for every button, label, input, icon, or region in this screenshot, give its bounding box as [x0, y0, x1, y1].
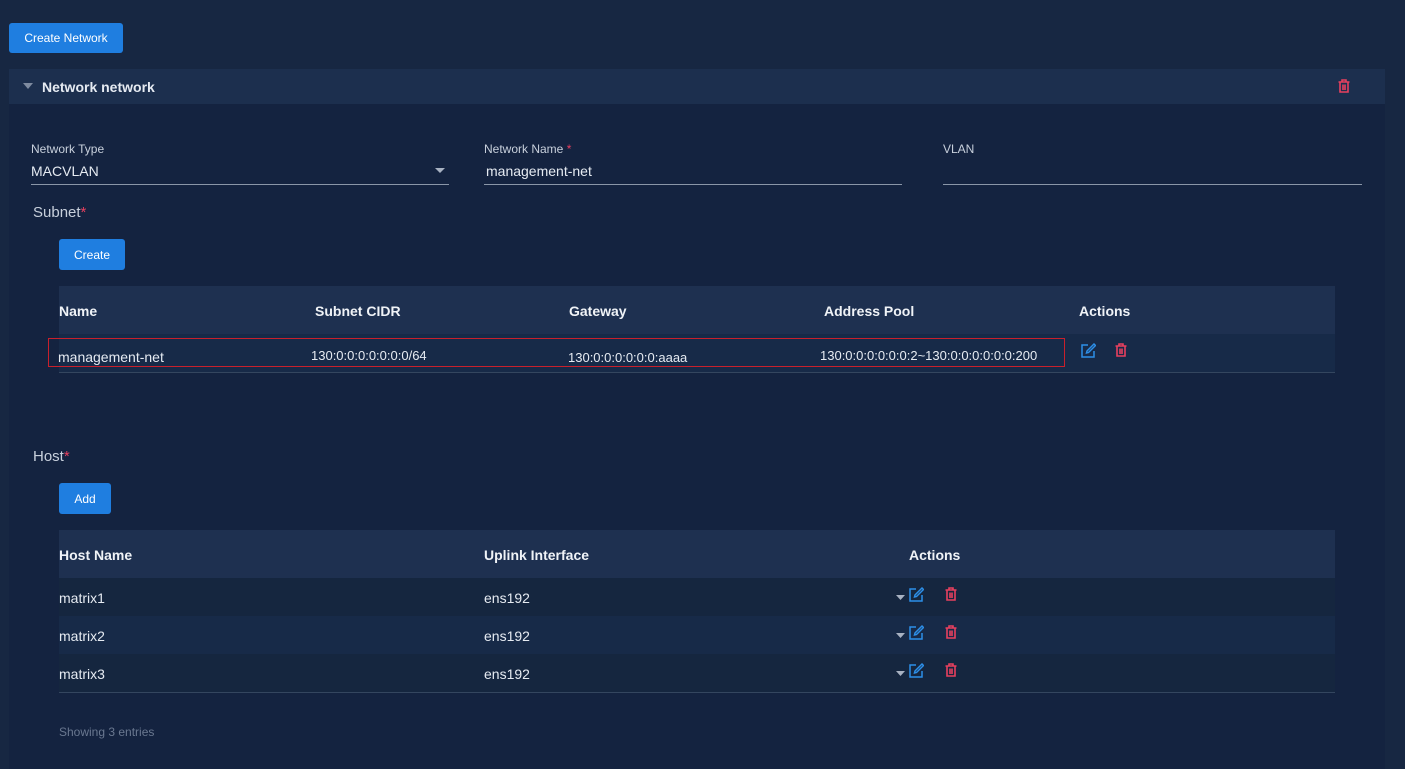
delete-icon[interactable]	[945, 587, 957, 601]
panel-header[interactable]: Network network	[9, 69, 1385, 104]
collapse-caret[interactable]	[23, 83, 33, 89]
cell: management-net	[58, 349, 164, 365]
field-value[interactable]: management-net	[486, 163, 592, 179]
field-label: Network Type	[31, 142, 105, 156]
edit-icon[interactable]	[909, 625, 924, 640]
cell: ens192	[484, 628, 530, 644]
cell: ens192	[484, 666, 530, 682]
expand-caret[interactable]	[896, 671, 905, 676]
cell: matrix3	[59, 666, 105, 682]
table-footer: Showing 3 entries	[59, 725, 155, 739]
table-header: Host Name Uplink Interface Actions	[59, 530, 1335, 578]
delete-icon[interactable]	[1115, 343, 1127, 357]
delete-icon[interactable]	[945, 625, 957, 639]
expand-caret[interactable]	[896, 633, 905, 638]
cell: 130:0:0:0:0:0:0:2~130:0:0:0:0:0:0:200	[820, 348, 1038, 363]
field-value[interactable]: MACVLAN	[31, 163, 99, 179]
create-network-button[interactable]: Create Network	[9, 23, 123, 53]
table-row: matrix1 ens192	[59, 578, 1335, 616]
network-panel: Network network Network Type MACVLAN Net…	[9, 69, 1385, 769]
cell: ens192	[484, 590, 530, 606]
edit-icon[interactable]	[1081, 343, 1096, 358]
cell: 130:0:0:0:0:0:0:aaaa	[568, 350, 688, 365]
page: {"toolbar":{"create_button":"Create Netw…	[9, 23, 1385, 739]
column-header: Actions	[1079, 303, 1131, 319]
field-underline	[943, 184, 1362, 185]
create-subnet-button[interactable]: Create	[59, 239, 125, 270]
field-label: Network Name *	[484, 142, 572, 156]
panel-title: Network network	[42, 79, 155, 95]
delete-network-icon[interactable]	[1338, 79, 1350, 93]
column-header: Gateway	[569, 303, 627, 319]
table-header: Name Subnet CIDR Gateway Address Pool Ac…	[59, 286, 1335, 334]
field-underline	[484, 184, 902, 185]
column-header: Name	[59, 303, 98, 319]
column-header: Uplink Interface	[484, 547, 590, 563]
edit-icon[interactable]	[909, 587, 924, 602]
column-header: Subnet CIDR	[315, 303, 401, 319]
dropdown-caret[interactable]	[435, 168, 445, 173]
field-label: VLAN	[943, 142, 975, 156]
section-title: Host*	[33, 448, 70, 465]
section-title: Subnet*	[33, 204, 87, 221]
column-header: Address Pool	[824, 303, 915, 319]
cell: matrix1	[59, 590, 105, 606]
edit-icon[interactable]	[909, 663, 924, 678]
column-header: Actions	[909, 547, 961, 563]
expand-caret[interactable]	[896, 595, 905, 600]
delete-icon[interactable]	[945, 663, 957, 677]
highlight-box	[48, 338, 1065, 367]
field-underline	[31, 184, 449, 185]
cell: matrix2	[59, 628, 105, 644]
table-row: matrix3 ens192	[59, 654, 1335, 693]
table-row: matrix2 ens192	[59, 616, 1335, 654]
column-header: Host Name	[59, 547, 133, 563]
cell: 130:0:0:0:0:0:0:0/64	[311, 348, 427, 363]
add-host-button[interactable]: Add	[59, 483, 111, 514]
